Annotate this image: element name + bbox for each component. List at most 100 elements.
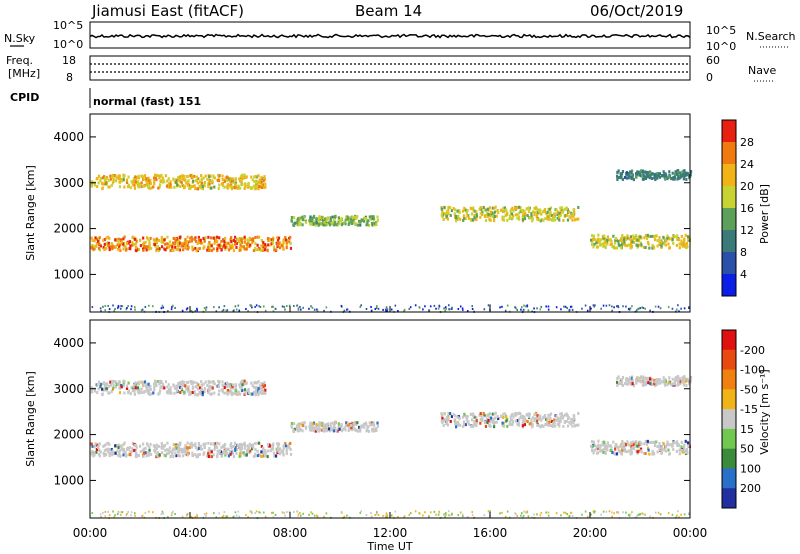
power-point xyxy=(193,174,196,178)
power-point xyxy=(190,239,193,243)
power-point xyxy=(376,215,379,219)
power-point xyxy=(683,237,686,241)
velocity-point xyxy=(622,511,624,514)
velocity-point xyxy=(668,376,671,380)
power-point xyxy=(103,178,107,182)
velocity-point xyxy=(117,383,121,387)
velocity-point xyxy=(158,380,161,384)
power-point xyxy=(199,186,202,190)
velocity-point xyxy=(191,443,194,447)
velocity-point xyxy=(461,415,465,419)
velocity-point xyxy=(538,417,542,421)
velocity-point xyxy=(571,424,574,428)
power-point xyxy=(679,174,682,178)
velocity-point xyxy=(556,422,559,426)
velocity-point xyxy=(656,450,659,454)
velocity-point xyxy=(551,424,554,428)
power-point xyxy=(156,245,159,249)
velocity-point xyxy=(174,444,177,448)
power-point xyxy=(619,238,622,242)
velocity-point xyxy=(165,452,169,456)
power-point xyxy=(667,242,670,246)
velocity-point xyxy=(374,514,377,517)
velocity-point xyxy=(562,424,565,428)
velocity-point xyxy=(124,451,127,455)
velocity-point xyxy=(121,448,125,452)
velocity-point xyxy=(134,381,137,385)
velocity-point xyxy=(101,392,104,396)
velocity-point xyxy=(362,422,366,426)
velocity-point xyxy=(689,379,692,383)
velocity-point xyxy=(208,388,211,392)
power-point xyxy=(163,180,166,184)
power-point xyxy=(688,176,691,180)
power-point xyxy=(271,241,275,245)
velocity-point xyxy=(509,415,512,419)
power-point xyxy=(187,183,191,187)
power-point xyxy=(117,239,120,243)
velocity-point xyxy=(297,513,300,516)
velocity-point xyxy=(91,444,94,448)
velocity-point xyxy=(647,448,650,452)
velocity-point xyxy=(546,420,549,424)
power-point xyxy=(688,306,690,309)
velocity-point xyxy=(91,512,94,515)
velocity-point xyxy=(422,514,424,517)
power-point xyxy=(555,208,558,212)
power-point xyxy=(253,179,256,183)
power-point xyxy=(212,236,215,240)
velocity-point xyxy=(184,444,187,448)
power-point xyxy=(559,210,562,214)
velocity-point xyxy=(570,417,573,421)
power-point xyxy=(385,309,387,312)
velocity-point xyxy=(593,448,596,452)
power-point xyxy=(105,242,108,246)
velocity-point xyxy=(238,385,242,389)
power-point xyxy=(386,309,389,312)
velocity-point xyxy=(501,423,504,427)
power-point xyxy=(163,247,166,251)
power-point xyxy=(493,210,497,214)
velocity-point xyxy=(127,511,129,514)
power-point xyxy=(462,309,464,312)
power-point xyxy=(337,218,340,222)
colorbar-tick: -200 xyxy=(740,344,765,357)
power-point xyxy=(218,243,221,247)
power-point xyxy=(200,174,203,178)
velocity-point xyxy=(680,445,683,449)
velocity-point xyxy=(249,449,252,453)
power-point xyxy=(316,309,319,312)
velocity-point xyxy=(224,382,227,386)
power-point xyxy=(577,205,580,209)
velocity-point xyxy=(290,425,294,429)
velocity-point xyxy=(462,420,466,424)
velocity-point xyxy=(558,424,561,428)
velocity-point xyxy=(174,512,176,515)
velocity-point xyxy=(205,514,207,517)
velocity-point xyxy=(209,442,213,446)
power-point xyxy=(376,305,378,308)
power-point xyxy=(120,305,123,308)
power-point xyxy=(492,216,496,220)
power-point xyxy=(323,309,325,312)
power-point xyxy=(175,179,178,183)
power-point xyxy=(144,240,147,244)
velocity-point xyxy=(376,421,379,425)
power-point xyxy=(160,173,163,177)
power-point xyxy=(616,305,618,308)
velocity-point xyxy=(237,390,240,394)
power-point xyxy=(187,245,190,249)
velocity-point xyxy=(564,511,567,514)
power-point xyxy=(189,236,192,240)
power-point xyxy=(309,215,312,219)
power-point xyxy=(526,207,529,211)
power-point xyxy=(510,212,514,216)
velocity-point xyxy=(602,450,605,454)
power-point xyxy=(285,305,288,308)
power-point xyxy=(251,186,254,190)
power-point xyxy=(277,238,280,242)
velocity-point xyxy=(591,445,594,449)
power-point xyxy=(209,174,212,178)
power-point xyxy=(134,175,137,179)
velocity-point xyxy=(458,416,461,420)
